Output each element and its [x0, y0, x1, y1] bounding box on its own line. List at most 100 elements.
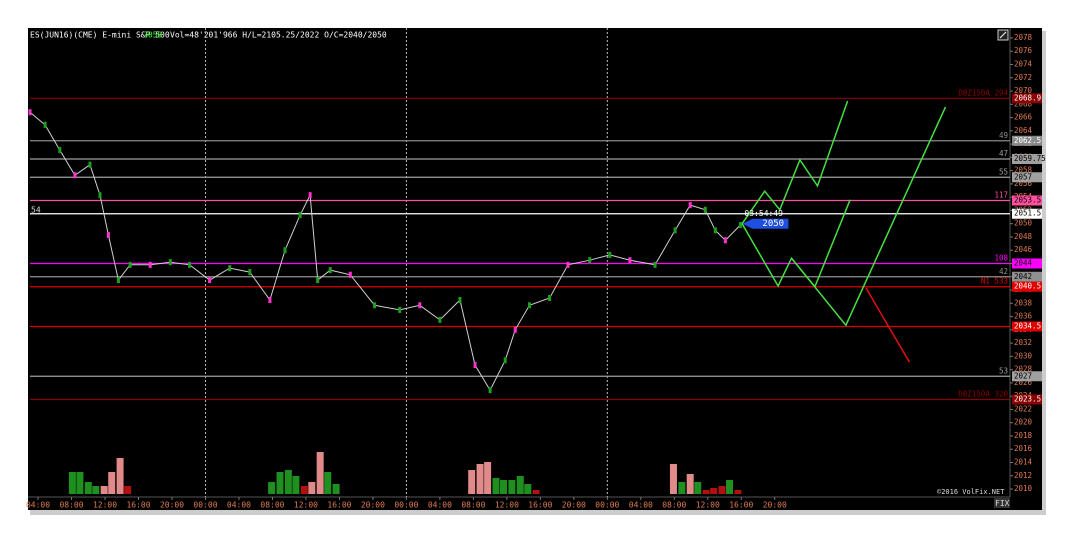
current-price-label: 2050	[762, 219, 784, 229]
x-tick-label: 16:00	[729, 501, 753, 510]
price-bar	[283, 247, 287, 254]
price-bar	[458, 296, 462, 303]
y-tick-label: 2064	[1014, 126, 1033, 135]
price-bar	[43, 121, 47, 128]
x-tick-label: 20:00	[562, 501, 586, 510]
projection-line	[741, 100, 849, 225]
level-tag-label: 2051.5	[1014, 209, 1041, 218]
price-bar	[28, 109, 32, 116]
price-bar	[527, 302, 531, 309]
y-tick-label: 2032	[1014, 338, 1032, 347]
y-tick-label: 2072	[1014, 73, 1032, 82]
left-note: 54	[31, 206, 41, 215]
x-tick-label: 08:00	[461, 501, 485, 510]
price-bar	[548, 294, 552, 301]
volume-bar	[524, 484, 532, 494]
volume-bar	[108, 472, 116, 494]
price-bar	[268, 296, 272, 303]
volume-bar	[276, 472, 284, 494]
price-line	[29, 111, 741, 392]
x-tick-label: 12:00	[495, 501, 519, 510]
fix-button[interactable]	[994, 498, 1010, 508]
projection-line	[790, 106, 947, 327]
price-bar	[628, 257, 632, 264]
volume-bar	[484, 462, 492, 494]
price-bar	[738, 222, 742, 229]
level-tag-label: 2062.5	[1014, 136, 1041, 145]
level-label: 55	[999, 167, 1008, 176]
y-tick-label: 2014	[1014, 458, 1033, 467]
price-bar	[116, 277, 120, 284]
level-tag	[1012, 195, 1042, 206]
volume-bar	[92, 486, 100, 494]
tool-icon	[999, 31, 1007, 39]
price-bar	[228, 265, 232, 272]
current-price-tag	[742, 218, 789, 229]
x-tick-label: 00:00	[193, 501, 217, 510]
copyright: ©2016 VolFix.NET	[937, 488, 1005, 496]
x-tick-label: 04:00	[227, 501, 251, 510]
y-tick-label: 2020	[1014, 418, 1033, 427]
volume-bar	[726, 480, 734, 494]
level-tag	[1012, 208, 1042, 219]
level-tag-label: 2059.75	[1014, 154, 1046, 163]
level-label: 108	[994, 253, 1008, 262]
level-tag	[1012, 371, 1042, 382]
symbol: ES(JUN16)(CME) E-mini S&P 500	[30, 31, 170, 40]
volume-bar	[292, 476, 300, 494]
x-tick-label: 08:00	[662, 501, 686, 510]
volume-bar	[268, 482, 276, 494]
y-tick-label: 2022	[1014, 404, 1032, 413]
price-bar	[106, 231, 110, 238]
level-label: DBZ150A 320	[958, 389, 1008, 398]
volume-bar	[332, 484, 340, 494]
y-tick-label: 2030	[1014, 351, 1033, 360]
volume-bar	[476, 464, 484, 494]
y-tick-label: 2036	[1014, 312, 1033, 321]
x-tick-label: 20:00	[361, 501, 385, 510]
x-tick-label: 08:00	[260, 501, 284, 510]
level-tag	[1012, 321, 1042, 332]
price-bar	[98, 192, 102, 199]
price-bar	[328, 267, 332, 274]
price-bar	[398, 306, 402, 313]
price-bar	[88, 161, 92, 168]
y-tick-label: 2026	[1014, 378, 1033, 387]
price-bar	[73, 172, 77, 179]
x-tick-label: 00:00	[595, 501, 619, 510]
price-bar	[168, 259, 172, 266]
price-bar	[58, 147, 62, 154]
price-bar	[248, 269, 252, 276]
price-bar	[473, 361, 477, 368]
price-bar	[703, 206, 707, 213]
price-bar	[673, 227, 677, 234]
level-tag-label: 2027	[1014, 371, 1032, 380]
y-tick-label: 2016	[1014, 444, 1033, 453]
volume-bar	[702, 490, 710, 494]
volume-bar	[516, 476, 524, 494]
volume-bar	[68, 472, 76, 494]
price-bar	[418, 302, 422, 309]
level-tag	[1012, 172, 1042, 183]
price-bar	[653, 261, 657, 268]
price-bar	[208, 277, 212, 284]
volume-bar	[316, 452, 324, 494]
level-tag	[1012, 154, 1042, 165]
price-bar	[608, 251, 612, 258]
volume-bar	[678, 482, 686, 494]
price-bar	[588, 257, 592, 264]
level-tag	[1012, 394, 1042, 405]
y-tick-label: 2048	[1014, 232, 1033, 241]
y-tick-label: 2038	[1014, 298, 1033, 307]
level-tag-label: 2057	[1014, 172, 1032, 181]
level-label: 117	[994, 190, 1008, 199]
volume-bar	[669, 464, 677, 494]
level-tag	[1012, 93, 1042, 104]
y-tick-label: 2066	[1014, 113, 1033, 122]
level-tag	[1012, 135, 1042, 146]
price-bar	[438, 316, 442, 323]
volume-bar	[532, 490, 540, 494]
level-tag	[1012, 258, 1042, 269]
y-tick-label: 2018	[1014, 431, 1033, 440]
